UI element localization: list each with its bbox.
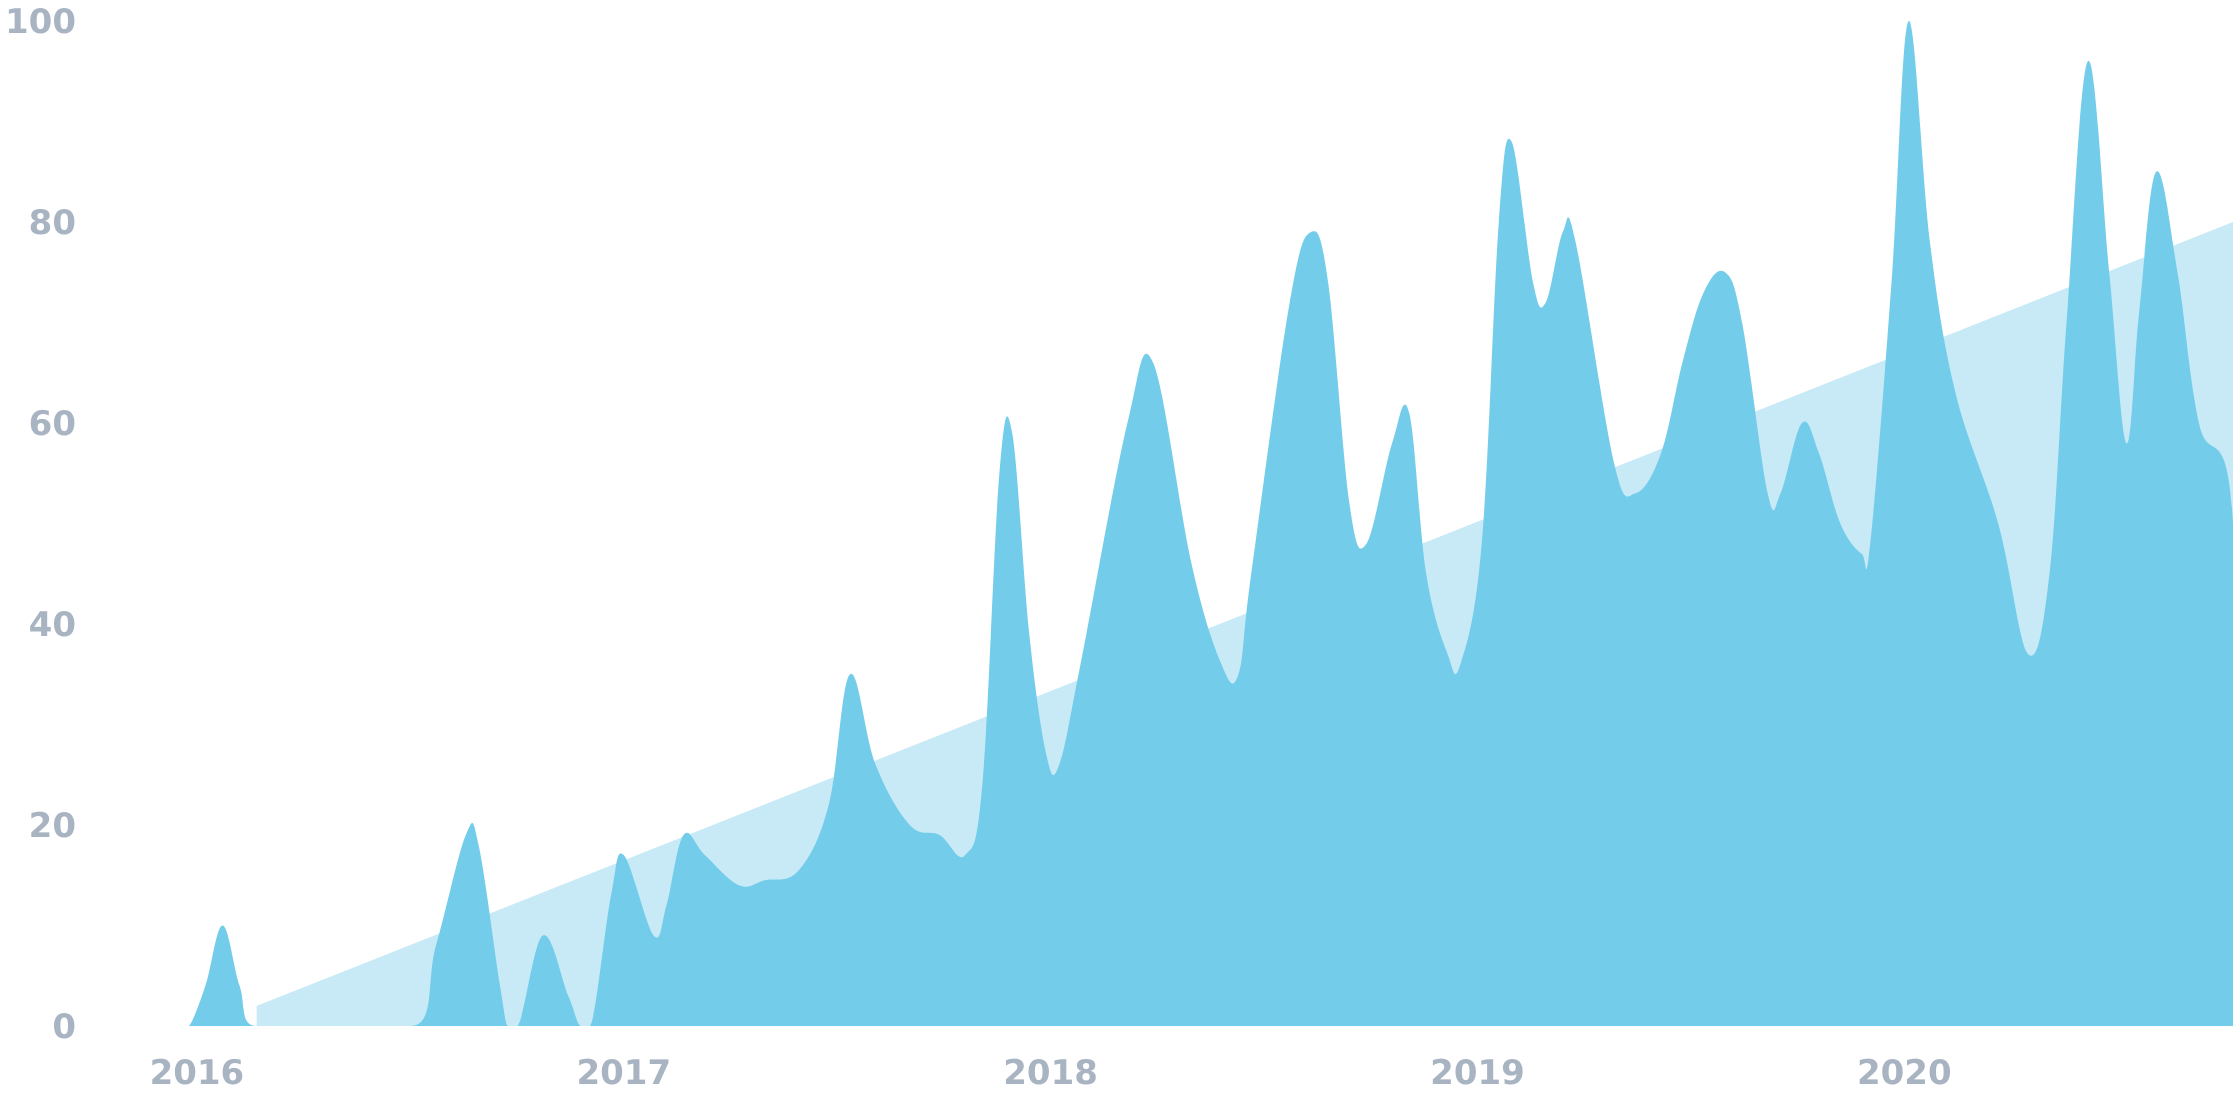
x-tick-label: 2020 <box>1857 1053 1952 1093</box>
x-tick-label: 2017 <box>576 1053 671 1093</box>
y-tick-label: 0 <box>52 1007 76 1047</box>
y-tick-label: 40 <box>29 605 76 645</box>
y-tick-label: 100 <box>5 2 76 42</box>
activity-area <box>188 20 2233 1026</box>
y-tick-label: 60 <box>29 404 76 444</box>
x-tick-label: 2016 <box>150 1053 245 1093</box>
plot-areas <box>188 20 2234 1026</box>
x-axis: 2016 2017 2018 2019 2020 <box>150 1053 1952 1093</box>
x-tick-label: 2019 <box>1430 1053 1525 1093</box>
y-tick-label: 20 <box>29 806 76 846</box>
y-axis: 0 20 40 60 80 100 <box>5 2 76 1047</box>
x-tick-label: 2018 <box>1003 1053 1098 1093</box>
y-tick-label: 80 <box>29 203 76 243</box>
